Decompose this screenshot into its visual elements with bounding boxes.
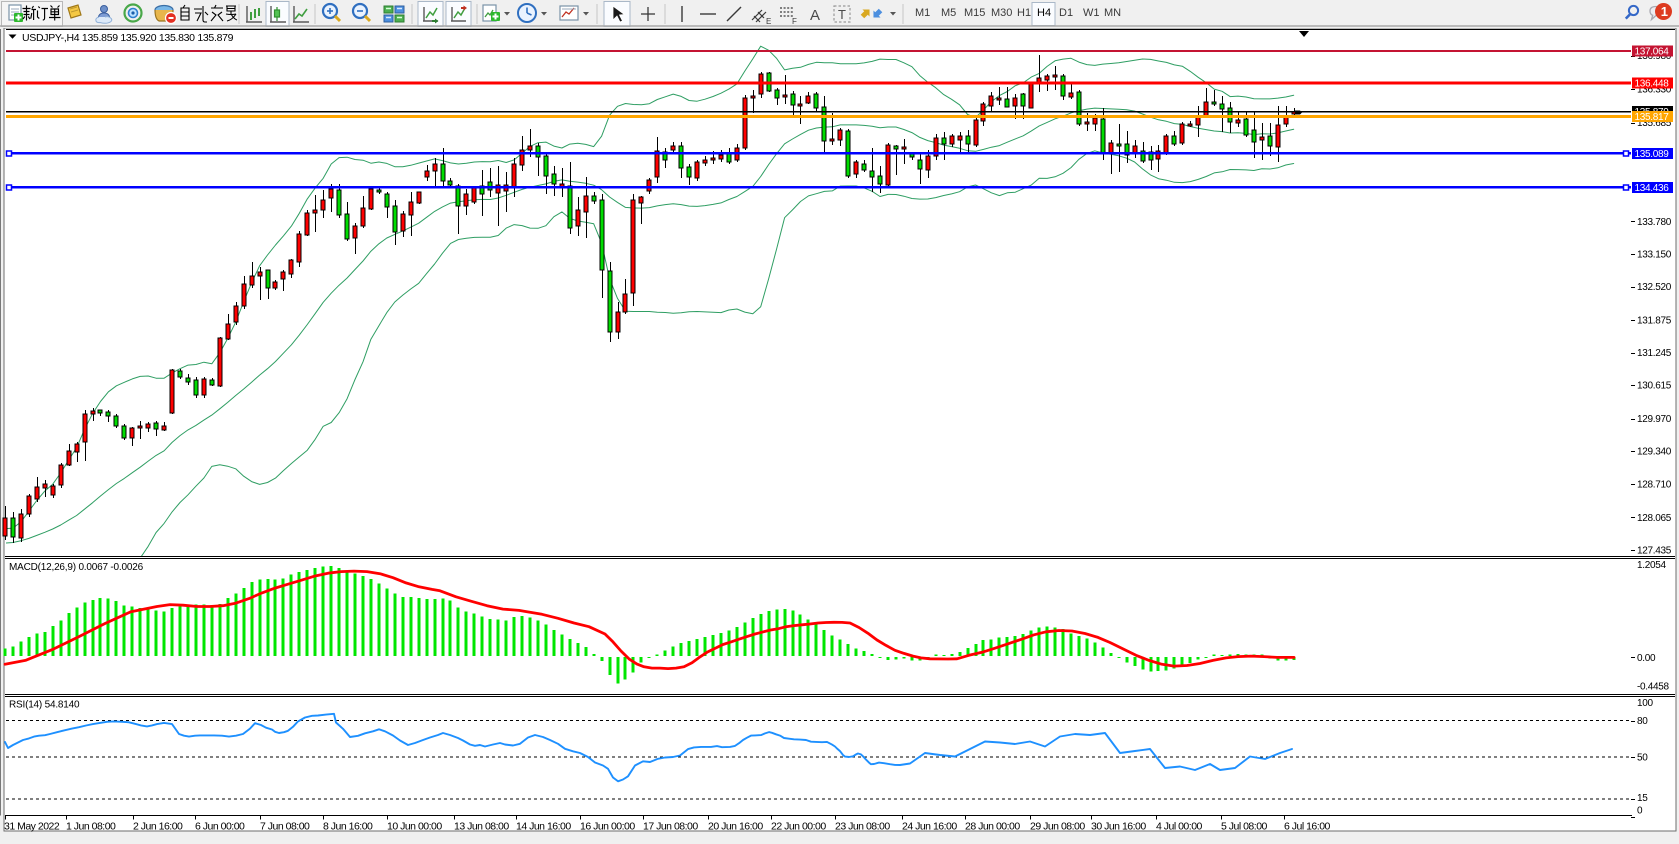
svg-text:E: E [766,17,771,26]
svg-text:128.710: 128.710 [1637,479,1672,490]
svg-text:15: 15 [1637,793,1648,804]
svg-text:128.065: 128.065 [1637,513,1672,524]
svg-text:1 Jun 08:00: 1 Jun 08:00 [66,820,116,832]
svg-text:100: 100 [1637,698,1654,709]
svg-text:8 Jun 16:00: 8 Jun 16:00 [323,820,373,832]
svg-text:0.00: 0.00 [1637,653,1656,664]
svg-text:133.150: 133.150 [1637,249,1672,260]
svg-text:RSI(14) 54.8140: RSI(14) 54.8140 [9,700,80,711]
svg-text:MACD(12,26,9) 0.0067 -0.0026: MACD(12,26,9) 0.0067 -0.0026 [9,562,144,573]
svg-text:136.330: 136.330 [1637,85,1672,96]
svg-text:29 Jun 08:00: 29 Jun 08:00 [1030,820,1085,832]
svg-text:1.2054: 1.2054 [1637,560,1667,571]
svg-text:132.520: 132.520 [1637,282,1672,293]
svg-text:129.340: 129.340 [1637,447,1672,458]
svg-text:50: 50 [1637,753,1648,764]
svg-text:131.875: 131.875 [1637,315,1672,326]
svg-text:135.089: 135.089 [1635,149,1670,160]
svg-text:20 Jun 16:00: 20 Jun 16:00 [708,820,763,832]
svg-text:133.780: 133.780 [1637,217,1672,228]
svg-text:80: 80 [1637,716,1648,727]
svg-text:A: A [810,7,820,24]
svg-text:14 Jun 16:00: 14 Jun 16:00 [516,820,571,832]
svg-text:1: 1 [1661,4,1668,19]
svg-text:135.685: 135.685 [1637,118,1672,129]
svg-text:16 Jun 00:00: 16 Jun 00:00 [580,820,635,832]
svg-text:10 Jun 00:00: 10 Jun 00:00 [387,820,442,832]
svg-text:-0.4458: -0.4458 [1637,682,1670,693]
svg-text:0: 0 [1637,806,1643,817]
svg-text:22 Jun 00:00: 22 Jun 00:00 [771,820,826,832]
svg-text:134.436: 134.436 [1635,183,1670,194]
svg-text:136.980: 136.980 [1637,51,1672,62]
svg-text:4 Jul 00:00: 4 Jul 00:00 [1156,820,1203,832]
svg-text:2 Jun 16:00: 2 Jun 16:00 [133,820,183,832]
svg-text:F: F [792,17,797,26]
svg-text:127.435: 127.435 [1637,545,1672,556]
svg-text:30 Jun 16:00: 30 Jun 16:00 [1091,820,1146,832]
svg-text:28 Jun 00:00: 28 Jun 00:00 [965,820,1020,832]
svg-text:24 Jun 16:00: 24 Jun 16:00 [902,820,957,832]
svg-text:135.817: 135.817 [1635,112,1670,123]
svg-text:130.615: 130.615 [1637,381,1672,392]
svg-text:5 Jul 08:00: 5 Jul 08:00 [1221,820,1268,832]
svg-text:6 Jul 16:00: 6 Jul 16:00 [1284,820,1331,832]
svg-text:6 Jun 00:00: 6 Jun 00:00 [195,820,245,832]
svg-text:23 Jun 08:00: 23 Jun 08:00 [835,820,890,832]
svg-text:7 Jun 08:00: 7 Jun 08:00 [260,820,310,832]
svg-text:13 Jun 08:00: 13 Jun 08:00 [454,820,509,832]
svg-text:129.970: 129.970 [1637,414,1672,425]
svg-text:17 Jun 08:00: 17 Jun 08:00 [643,820,698,832]
svg-text:T: T [838,7,846,22]
svg-text:31 May 2022: 31 May 2022 [4,820,60,832]
svg-text:131.245: 131.245 [1637,348,1672,359]
svg-text:137.064: 137.064 [1635,47,1670,58]
svg-text:USDJPY-,H4 135.859 135.920 13: USDJPY-,H4 135.859 135.920 135.830 135.8… [22,32,234,44]
svg-text:136.448: 136.448 [1635,79,1670,90]
